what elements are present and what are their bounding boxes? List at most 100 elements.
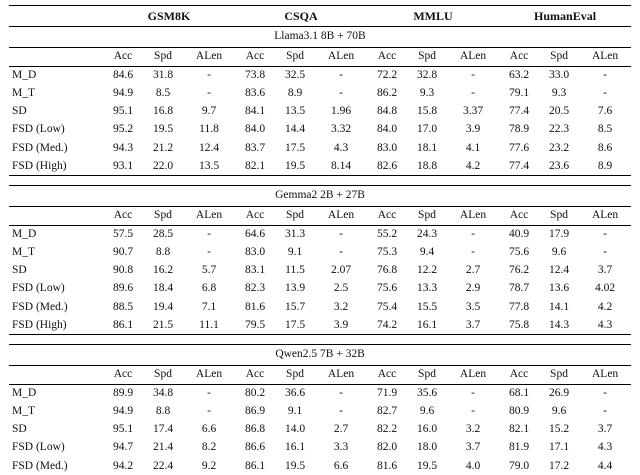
value-cell: 18.4 [152,282,174,295]
value-cell: 19.4 [152,300,174,313]
row-label: FSD (Low) [12,123,65,136]
corner-cell [9,365,103,385]
subcolumn-header: ALen [183,365,235,385]
value-cell: - [207,69,211,82]
value-cell: 2.07 [330,264,352,277]
value-cell: 3.7 [465,318,481,331]
value-cell: 2.5 [333,282,349,295]
subcolumn-header: ALen [447,46,500,67]
section-title-row: Qwen2.5 7B + 32B [9,344,632,366]
value-cell: 9.1 [287,246,303,259]
value-cell: 81.6 [244,300,266,313]
value-cell: 4.3 [597,318,613,331]
row-label: M_T [12,87,35,100]
table-row: FSD (High) 93.1 22.0 13.5 82.1 19.5 8.14 82.6 18… [9,157,631,176]
value-cell: 82.2 [376,423,398,436]
value-cell: 13.9 [284,282,306,295]
value-cell: 86.2 [376,87,398,100]
value-cell: 5.7 [201,264,217,277]
section-title: Gemma2 2B + 27B [9,185,632,207]
row-label: FSD (High) [12,318,67,331]
value-cell: 81.9 [508,441,530,454]
value-cell: 80.2 [244,387,266,400]
value-cell: 95.1 [112,423,134,436]
table-row: M_D 84.6 31.8 - 73.8 32.5 - 72.2 32.8 - 63.2 33.0 - [9,66,631,85]
value-cell: 82.6 [376,159,398,172]
value-cell: 2.9 [465,282,481,295]
row-label: M_D [12,387,37,400]
value-cell: 3.9 [465,123,481,136]
section-title: Llama3.1 8B + 70B [9,26,632,48]
value-cell: 11.1 [199,318,219,331]
value-cell: 19.5 [416,459,438,472]
value-cell: 77.6 [508,141,530,154]
value-cell: 83.0 [244,246,266,259]
row-label: FSD (Low) [12,441,65,454]
value-cell: 78.7 [508,282,530,295]
value-cell: 79.5 [244,318,266,331]
value-cell: 86.1 [244,459,266,472]
value-cell: 76.8 [376,264,398,277]
value-cell: 32.5 [284,69,306,82]
value-cell: 88.5 [112,300,134,313]
subcolumn-header: Acc [499,365,539,385]
value-cell: 86.6 [244,441,266,454]
value-cell: 1.96 [330,105,352,118]
value-cell: 83.7 [244,141,266,154]
subcolumn-header: Spd [407,46,448,67]
value-cell: 94.7 [112,441,134,454]
row-label: FSD (Low) [12,282,65,295]
value-cell: 4.3 [333,141,349,154]
value-cell: 3.9 [333,318,349,331]
value-cell: 93.1 [112,159,134,172]
value-cell: 18.0 [416,441,438,454]
subcolumn-header: Spd [275,46,316,67]
value-cell: - [339,69,343,82]
value-cell: 21.2 [152,141,174,154]
table-row: FSD (Med.) 94.3 21.2 12.4 83.7 17.5 4.3 83.0 18.… [9,139,631,157]
value-cell: 9.1 [287,405,303,418]
subheader-row: Acc Spd ALen Acc Spd ALen Acc Spd ALen Acc Spd ALen [9,206,632,226]
value-cell: 8.6 [597,141,613,154]
value-cell: 9.6 [551,405,567,418]
subcolumn-header: ALen [447,365,499,385]
value-cell: 75.6 [376,282,398,295]
value-cell: 9.4 [419,246,435,259]
value-cell: 84.0 [244,123,266,136]
value-cell: 3.3 [333,441,349,454]
value-cell: 7.6 [597,105,613,118]
value-cell: 13.5 [198,159,220,172]
value-cell: 95.2 [112,123,134,136]
value-cell: 40.9 [508,228,530,241]
table-row: FSD (Low) 89.6 18.4 6.8 82.3 13.9 2.5 75.6 13.3 2… [9,280,631,298]
value-cell: - [471,387,475,400]
value-cell: 32.8 [416,69,438,82]
results-table-qwen: Qwen2.5 7B + 32B Acc Spd ALen Acc Spd ALen Acc… [9,344,632,475]
value-cell: - [339,387,343,400]
value-cell: 19.5 [284,159,306,172]
value-cell: - [339,228,343,241]
row-label: M_D [12,69,37,82]
subcolumn-header: Acc [235,365,275,385]
value-cell: 4.3 [597,441,613,454]
value-cell: - [339,246,343,259]
subcolumn-header: Acc [499,46,540,67]
value-cell: 24.3 [416,228,438,241]
value-cell: 4.4 [597,459,613,472]
subcolumn-header: Spd [275,206,315,226]
value-cell: 95.1 [112,105,134,118]
section-title-row: Gemma2 2B + 27B [9,185,632,207]
value-cell: - [603,387,607,400]
value-cell: 3.7 [597,264,613,277]
subcolumn-header: Acc [235,46,276,67]
row-label: FSD (Med.) [12,459,68,472]
value-cell: 17.2 [548,459,570,472]
value-cell: 8.8 [155,246,171,259]
value-cell: 90.7 [112,246,134,259]
value-cell: 94.2 [112,459,134,472]
subcolumn-header: Acc [103,365,143,385]
value-cell: 94.9 [112,405,134,418]
value-cell: 55.2 [376,228,398,241]
value-cell: 77.8 [508,300,530,313]
value-cell: 16.1 [416,318,438,331]
